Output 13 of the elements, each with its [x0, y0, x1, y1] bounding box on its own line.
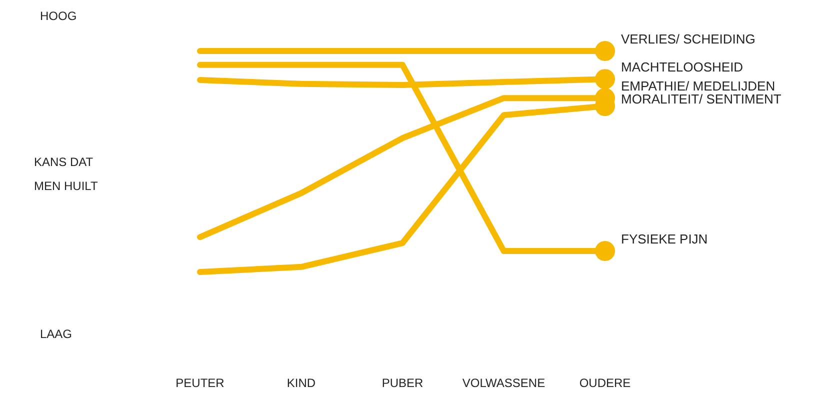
series-label: MACHTELOOSHEID	[621, 60, 744, 75]
series-label: EMPATHIE/ MEDELIJDEN	[621, 78, 776, 94]
series-label: VERLIES/ SCHEIDING	[621, 32, 756, 46]
text: LAAG	[40, 327, 72, 341]
x-tick-label: VOLWASSENE	[462, 376, 546, 390]
x-tick-label: KIND	[286, 376, 316, 390]
series-label: MORALITEIT/ SENTIMENT	[621, 92, 782, 107]
series-label: FYSIEKE PIJN	[621, 232, 708, 247]
x-tick-label: PEUTER	[176, 376, 225, 390]
text: HOOG	[40, 9, 77, 23]
x-tick-label: PUBER	[382, 376, 424, 390]
text: KANS DAT MEN HUILT	[34, 155, 98, 193]
x-tick-label: OUDERE	[579, 376, 631, 390]
